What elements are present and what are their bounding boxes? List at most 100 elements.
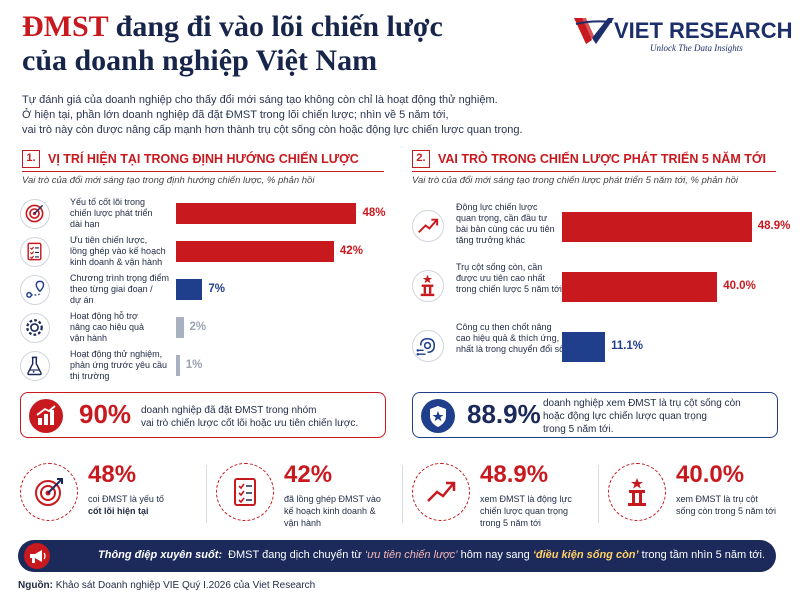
stat-text-line: đã lồng ghép ĐMST vào xyxy=(284,494,381,504)
callout1-text-line: doanh nghiệp đã đặt ĐMST trong nhóm xyxy=(141,405,317,416)
logo-name: VIET RESEARCH xyxy=(614,18,793,43)
target-icon xyxy=(20,463,78,521)
bar-label: Động lực chiến lược quan trọng, cần đầu t… xyxy=(456,202,574,246)
bar-label-line: nhất là trong chuyển đổi số xyxy=(456,344,565,354)
gear-icon xyxy=(20,313,50,343)
intro-text: Tự đánh giá của doanh nghiệp cho thấy đổ… xyxy=(22,93,642,138)
bar-label-line: theo từng giai đoạn / xyxy=(70,284,153,294)
card-divider xyxy=(598,465,599,523)
card-divider xyxy=(402,465,403,523)
banner-quote2: ‘điều kiện sống còn’ xyxy=(532,549,639,561)
stat-text: xem ĐMST là động lực chiến lược quan trọ… xyxy=(480,493,590,529)
key-message-banner: Thông điệp xuyên suốt: ĐMST đang dịch chu… xyxy=(18,540,776,572)
intro-line: Tự đánh giá của doanh nghiệp cho thấy đổ… xyxy=(22,94,498,106)
bar xyxy=(176,279,203,300)
flask-icon xyxy=(20,351,50,381)
section2-number: 2. xyxy=(412,150,430,168)
stat-value: 48.9% xyxy=(480,461,549,488)
bar xyxy=(176,241,334,262)
source-note: Nguồn: Khảo sát Doanh nghiệp VIE Quý I.2… xyxy=(18,580,315,591)
stat-card: 40.0% xem ĐMST là trụ cột sống còn trong… xyxy=(604,455,784,530)
source-label: Nguồn: xyxy=(18,580,53,591)
checklist-icon xyxy=(20,237,50,267)
stat-card: 48.9% xem ĐMST là động lực chiến lược qu… xyxy=(408,455,594,530)
bar-label-line: kinh doanh & vận hành xyxy=(70,257,163,267)
bar-chart-icon xyxy=(29,399,63,433)
banner-text: Thông điệp xuyên suốt: ĐMST đang dịch chu… xyxy=(98,549,765,561)
bar-value-label: 2% xyxy=(189,320,207,333)
stat-text-line: xem ĐMST là động lực xyxy=(480,494,572,504)
bar-label-line: Ưu tiên chiến lược, xyxy=(70,235,148,245)
bar-label: Ưu tiên chiến lược, lồng ghép vào kế hoạc… xyxy=(70,235,178,268)
bar-value-label: 11.1% xyxy=(611,340,644,352)
banner-quote1: ‘ưu tiên chiến lược’ xyxy=(364,549,458,561)
stat-value: 48% xyxy=(88,461,137,488)
stat-card: 42% đã lồng ghép ĐMST vào kế hoạch kinh … xyxy=(212,455,398,530)
section1-title: VỊ TRÍ HIỆN TẠI TRONG ĐỊNH HƯỚNG CHIẾN L… xyxy=(48,152,359,166)
target-icon xyxy=(20,199,50,229)
bar-label-line: dài hạn xyxy=(70,219,100,229)
source-text: Khảo sát Doanh nghiệp VIE Quý I.2026 của… xyxy=(53,580,316,591)
stat-value: 42% xyxy=(284,461,333,488)
bar xyxy=(562,212,752,242)
banner-label: Thông điệp xuyên suốt: xyxy=(98,549,223,561)
trend-up-icon xyxy=(412,210,444,242)
bar-value-label: 1% xyxy=(185,358,203,371)
stat-text-line: xem ĐMST là trụ cột xyxy=(676,494,758,504)
stat-value: 40.0% xyxy=(676,461,745,488)
intro-line: Ở hiện tại, phần lớn doanh nghiệp đã đặt… xyxy=(22,109,449,121)
stat-card: 48% coi ĐMST là yếu tố cốt lõi hiện tại xyxy=(16,455,202,530)
bar-label-line: lồng ghép vào kế hoạch xyxy=(70,246,166,256)
circuit-icon xyxy=(412,330,444,362)
bar-label-line: quan trọng, cần đầu tư xyxy=(456,213,548,223)
banner-text-before: ĐMST đang dịch chuyển từ xyxy=(228,549,365,561)
callout1-text-line: vai trò chiến lược cốt lõi hoặc ưu tiên … xyxy=(141,418,359,429)
banner-text-after: trong tầm nhìn 5 năm tới. xyxy=(638,549,766,561)
banner-text-middle: hôm nay sang xyxy=(457,549,533,561)
title-line1: đang đi vào lõi chiến lược xyxy=(108,10,443,43)
trend-up-icon xyxy=(412,463,470,521)
section1-number: 1. xyxy=(22,150,40,168)
stat-text-line: coi ĐMST là yếu tố xyxy=(88,494,164,504)
section1-header: 1. VỊ TRÍ HIỆN TẠI TRONG ĐỊNH HƯỚNG CHIẾ… xyxy=(22,150,359,168)
section2-subtitle: Vai trò của đổi mới sáng tạo trong chiến… xyxy=(412,175,739,186)
bar-label-line: Trụ cột sống còn, cần xyxy=(456,262,543,272)
callout-889: 88.9% doanh nghiệp xem ĐMST là trụ cột s… xyxy=(412,392,778,438)
bar-value-label: 40.0% xyxy=(723,280,756,292)
bar-label-line: Hoạt động hỗ trợ xyxy=(70,311,138,321)
bar-label-line: phản ứng trước yêu cầu xyxy=(70,360,168,370)
bar-label-line: bài bản cùng các ưu tiên xyxy=(456,224,555,234)
bar xyxy=(562,332,606,362)
bar-label-line: Công cụ then chốt nâng xyxy=(456,322,552,332)
bar-label-line: Chương trình trọng điểm xyxy=(70,273,169,283)
bar xyxy=(176,203,357,224)
bar-label-line: Hoạt động thử nghiệm, xyxy=(70,349,163,359)
stat-text-line: chiến lược quan trọng xyxy=(480,506,568,516)
bar-label-line: thị trường xyxy=(70,371,110,381)
bar-label-line: chiến lược phát triển xyxy=(70,208,153,218)
bar-label-line: vận hành xyxy=(70,333,108,343)
bar-label-line: được ưu tiên cao nhất xyxy=(456,273,546,283)
bar xyxy=(176,355,180,376)
bar-label-line: dự án xyxy=(70,295,94,305)
pillar-icon xyxy=(412,270,444,302)
callout2-text-line: trong 5 năm tới. xyxy=(543,424,614,435)
bar-label: Trụ cột sống còn, cần được ưu tiên cao nh… xyxy=(456,262,574,295)
stat-text-line: sống còn trong 5 năm tới xyxy=(676,506,776,516)
section1-divider xyxy=(22,171,384,172)
stat-text: coi ĐMST là yếu tố cốt lõi hiện tại xyxy=(88,493,198,517)
title-highlight: ĐMST xyxy=(22,10,109,43)
shield-star-icon xyxy=(421,399,455,433)
bar-label: Yếu tố cốt lõi trong chiến lược phát triể… xyxy=(70,197,178,230)
bar-value-label: 7% xyxy=(208,282,225,295)
stat-text: xem ĐMST là trụ cột sống còn trong 5 năm… xyxy=(676,493,786,517)
stat-text-line: trong 5 năm tới xyxy=(480,518,541,528)
bar-value-label: 42% xyxy=(339,244,363,257)
bar xyxy=(562,272,718,302)
bar-label-line: nâng cao hiệu quả xyxy=(70,322,145,332)
bar-label-line: trong chiến lược 5 năm tới xyxy=(456,284,562,294)
callout1-value: 90% xyxy=(79,399,132,429)
stat-text-line: kế hoạch kinh doanh & xyxy=(284,506,376,516)
callout-90: 90% doanh nghiệp đã đặt ĐMST trong nhóm … xyxy=(20,392,386,438)
bar-label-line: cao hiệu quả & thích ứng, xyxy=(456,333,560,343)
